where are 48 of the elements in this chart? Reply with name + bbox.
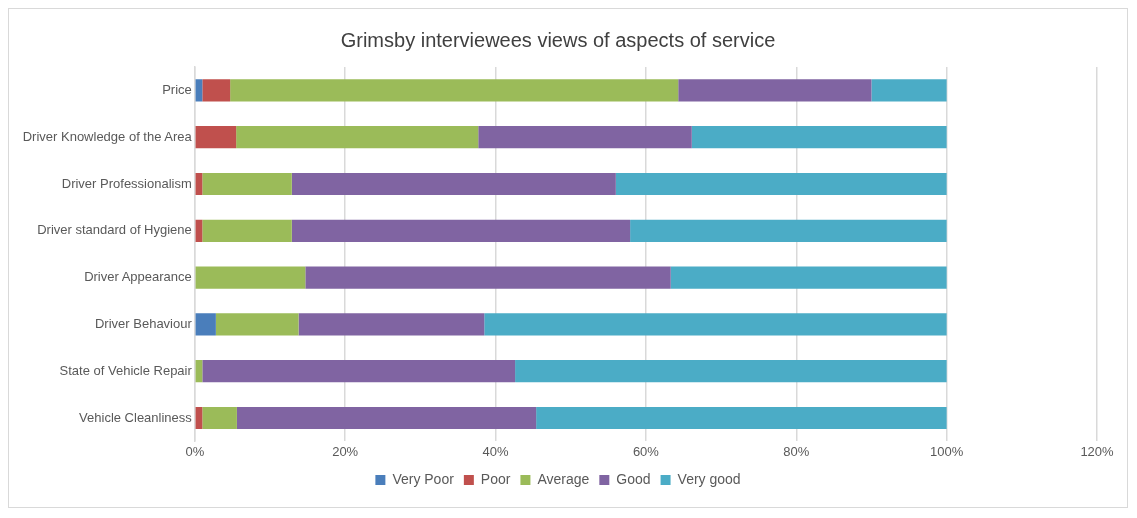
x-tick-label: 0% bbox=[185, 443, 205, 459]
bar bbox=[298, 313, 485, 336]
bar bbox=[291, 219, 631, 242]
bar bbox=[484, 313, 947, 336]
bar bbox=[202, 360, 516, 383]
bar bbox=[630, 219, 947, 242]
y-tick-label: Price bbox=[162, 81, 192, 97]
x-tick-label: 80% bbox=[783, 443, 810, 459]
bar bbox=[670, 266, 947, 289]
bar bbox=[195, 126, 237, 149]
x-tick-label: 40% bbox=[482, 443, 509, 459]
bar bbox=[236, 126, 479, 149]
bar bbox=[691, 126, 947, 149]
legend-label: Poor bbox=[480, 470, 511, 487]
bar bbox=[202, 172, 292, 196]
bar bbox=[236, 406, 537, 430]
bar bbox=[536, 406, 947, 430]
y-tick-label: Driver Behaviour bbox=[94, 315, 193, 331]
bar bbox=[230, 79, 679, 102]
y-tick-label: Driver standard of Hygiene bbox=[37, 222, 192, 238]
bar bbox=[202, 406, 237, 430]
x-tick-label: 100% bbox=[930, 443, 964, 459]
x-tick-label: 20% bbox=[332, 443, 359, 459]
bar bbox=[291, 172, 616, 196]
bar bbox=[871, 79, 947, 102]
legend-label: Average bbox=[537, 470, 590, 487]
bar bbox=[202, 219, 292, 242]
bar bbox=[195, 313, 216, 336]
bar bbox=[195, 266, 306, 289]
legend-label: Very good bbox=[677, 470, 741, 487]
bar bbox=[615, 172, 947, 196]
y-tick-label: State of Vehicle Repair bbox=[59, 362, 193, 378]
bar bbox=[195, 79, 203, 102]
y-tick-label: Driver Knowledge of the Area bbox=[22, 128, 193, 144]
y-tick-label: Driver Appearance bbox=[84, 269, 192, 285]
legend-label: Good bbox=[616, 470, 651, 487]
chart-title: Grimsby interviewees views of aspects of service bbox=[340, 28, 776, 51]
bar bbox=[515, 360, 947, 383]
bar bbox=[202, 79, 231, 102]
y-tick-label: Vehicle Cleanliness bbox=[79, 409, 193, 425]
y-tick-label: Driver Professionalism bbox=[61, 175, 192, 191]
bar bbox=[678, 79, 872, 102]
legend-label: Very Poor bbox=[392, 470, 455, 487]
x-tick-label: 120% bbox=[1080, 443, 1115, 459]
bar bbox=[215, 313, 299, 336]
x-tick-label: 60% bbox=[632, 443, 660, 459]
bar bbox=[305, 266, 671, 289]
bar bbox=[478, 126, 692, 149]
